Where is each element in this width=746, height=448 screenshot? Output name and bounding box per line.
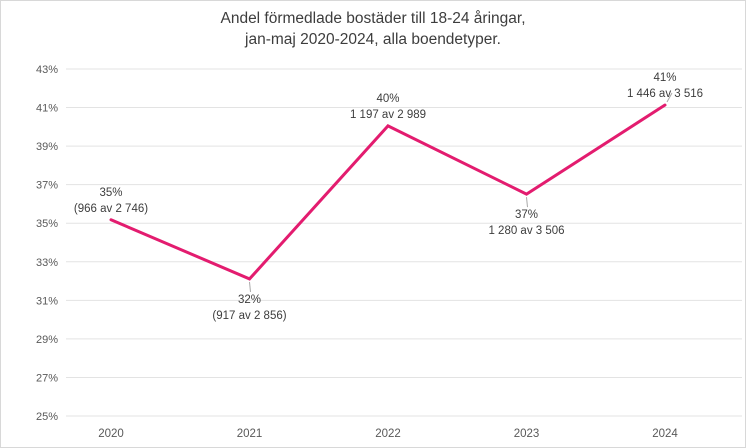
data-point-detail-label: 1 446 av 3 516: [627, 88, 703, 100]
y-axis-tick-label: 31%: [36, 295, 58, 307]
x-axis-tick-label: 2022: [375, 428, 401, 440]
data-point-percent-label: 35%: [99, 187, 122, 199]
y-axis-tick-label: 41%: [36, 103, 58, 115]
y-axis-tick-label: 39%: [36, 141, 58, 153]
y-axis-tick-label: 25%: [36, 411, 58, 423]
x-axis-tick-label: 2023: [514, 428, 540, 440]
label-leader-line: [526, 197, 528, 208]
label-leader-line: [249, 281, 251, 292]
y-axis-tick-label: 37%: [36, 180, 58, 192]
chart-title-line1: Andel förmedlade bostäder till 18-24 åri…: [220, 10, 526, 27]
data-point-detail-label: 1 197 av 2 989: [350, 109, 426, 121]
data-point-percent-label: 40%: [376, 93, 399, 105]
y-axis-tick-label: 33%: [36, 257, 58, 269]
chart-title: Andel förmedlade bostäder till 18-24 åri…: [1, 8, 745, 50]
y-axis-tick-label: 27%: [36, 372, 58, 384]
x-axis-tick-label: 2021: [237, 428, 263, 440]
data-line: [109, 103, 667, 281]
data-point-percent-label: 41%: [653, 72, 676, 84]
y-axis-tick-label: 35%: [36, 218, 58, 230]
x-axis-tick-label: 2024: [652, 428, 678, 440]
chart-title-line2: jan-maj 2020-2024, alla boendetyper.: [245, 31, 501, 48]
y-axis-tick-label: 43%: [36, 64, 58, 76]
data-point-detail-label: (966 av 2 746): [74, 203, 148, 215]
data-point-detail-label: 1 280 av 3 506: [488, 225, 564, 237]
data-point-percent-label: 37%: [515, 209, 538, 221]
data-point-detail-label: (917 av 2 856): [212, 310, 286, 322]
data-point-percent-label: 32%: [238, 294, 261, 306]
x-axis-tick-label: 2020: [98, 428, 124, 440]
y-axis-tick-label: 29%: [36, 334, 58, 346]
label-leader-line: [666, 92, 673, 103]
